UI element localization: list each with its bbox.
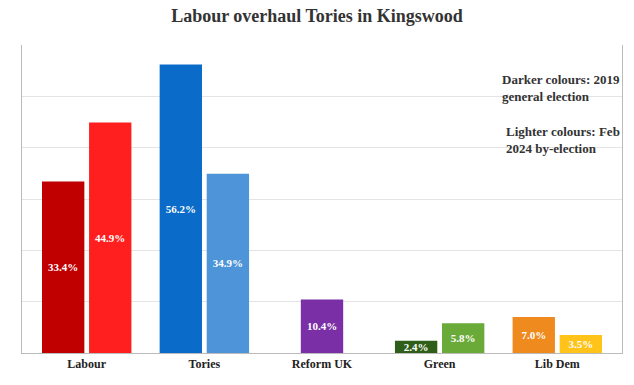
svg-text:3.5%: 3.5% xyxy=(568,338,593,350)
svg-text:Lighter colours: Feb2024 by-el: Lighter colours: Feb2024 by-election xyxy=(506,124,620,156)
svg-text:Green: Green xyxy=(424,357,456,371)
svg-text:10.4%: 10.4% xyxy=(307,320,337,332)
svg-text:Reform UK: Reform UK xyxy=(292,357,353,371)
svg-text:33.4%: 33.4% xyxy=(48,261,78,273)
svg-text:2.4%: 2.4% xyxy=(404,341,429,353)
svg-text:5.8%: 5.8% xyxy=(451,332,476,344)
svg-text:Labour: Labour xyxy=(67,357,106,371)
svg-text:7.0%: 7.0% xyxy=(521,329,546,341)
svg-text:44.9%: 44.9% xyxy=(95,232,125,244)
svg-text:Tories: Tories xyxy=(189,357,221,371)
svg-text:56.2%: 56.2% xyxy=(166,203,196,215)
svg-text:Labour overhaul Tories in King: Labour overhaul Tories in Kingswood xyxy=(171,6,463,26)
svg-text:Lib Dem: Lib Dem xyxy=(535,357,580,371)
svg-text:34.9%: 34.9% xyxy=(213,257,243,269)
svg-text:Darker colours: 2019general el: Darker colours: 2019general election xyxy=(502,72,620,104)
